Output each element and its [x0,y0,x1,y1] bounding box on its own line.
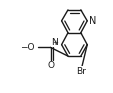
Text: N: N [88,16,95,26]
Text: +: + [52,40,58,46]
Text: O: O [47,61,54,70]
Text: Br: Br [75,67,85,76]
Text: −O: −O [20,43,34,52]
Text: N: N [51,37,57,46]
